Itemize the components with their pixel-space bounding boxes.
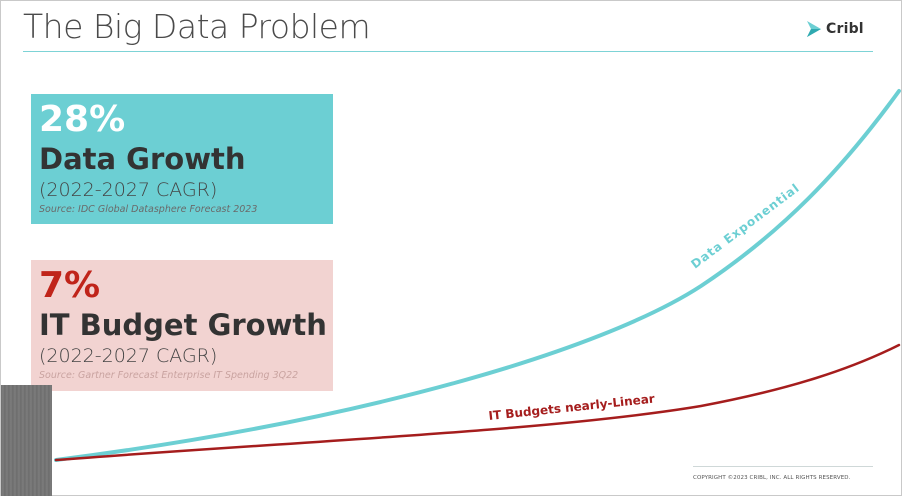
data-exponential-label: Data Exponential bbox=[688, 181, 802, 272]
slide-title: The Big Data Problem bbox=[23, 7, 371, 46]
data-growth-card: 28% Data Growth (2022-2027 CAGR) Source:… bbox=[31, 94, 333, 224]
footer-divider bbox=[693, 466, 873, 467]
data-growth-percent: 28% bbox=[39, 99, 126, 140]
budget-growth-period: (2022-2027 CAGR) bbox=[39, 345, 218, 367]
budget-growth-percent: 7% bbox=[39, 265, 101, 306]
title-divider bbox=[23, 51, 873, 52]
cribl-logo: Cribl bbox=[807, 21, 864, 37]
presenter-video-thumbnail bbox=[1, 385, 52, 496]
copyright-text: COPYRIGHT ©2023 CRIBL, INC. ALL RIGHTS R… bbox=[693, 475, 851, 481]
it-budget-label: IT Budgets nearly-Linear bbox=[488, 392, 656, 423]
logo-text: Cribl bbox=[826, 21, 864, 37]
budget-growth-card: 7% IT Budget Growth (2022-2027 CAGR) Sou… bbox=[31, 260, 333, 391]
data-growth-period: (2022-2027 CAGR) bbox=[39, 179, 218, 201]
data-growth-source: Source: IDC Global Datasphere Forecast 2… bbox=[39, 204, 258, 215]
data-growth-label: Data Growth bbox=[39, 142, 246, 176]
cribl-logo-icon bbox=[807, 21, 821, 37]
budget-growth-source: Source: Gartner Forecast Enterprise IT S… bbox=[39, 370, 299, 381]
budget-growth-label: IT Budget Growth bbox=[39, 308, 327, 342]
